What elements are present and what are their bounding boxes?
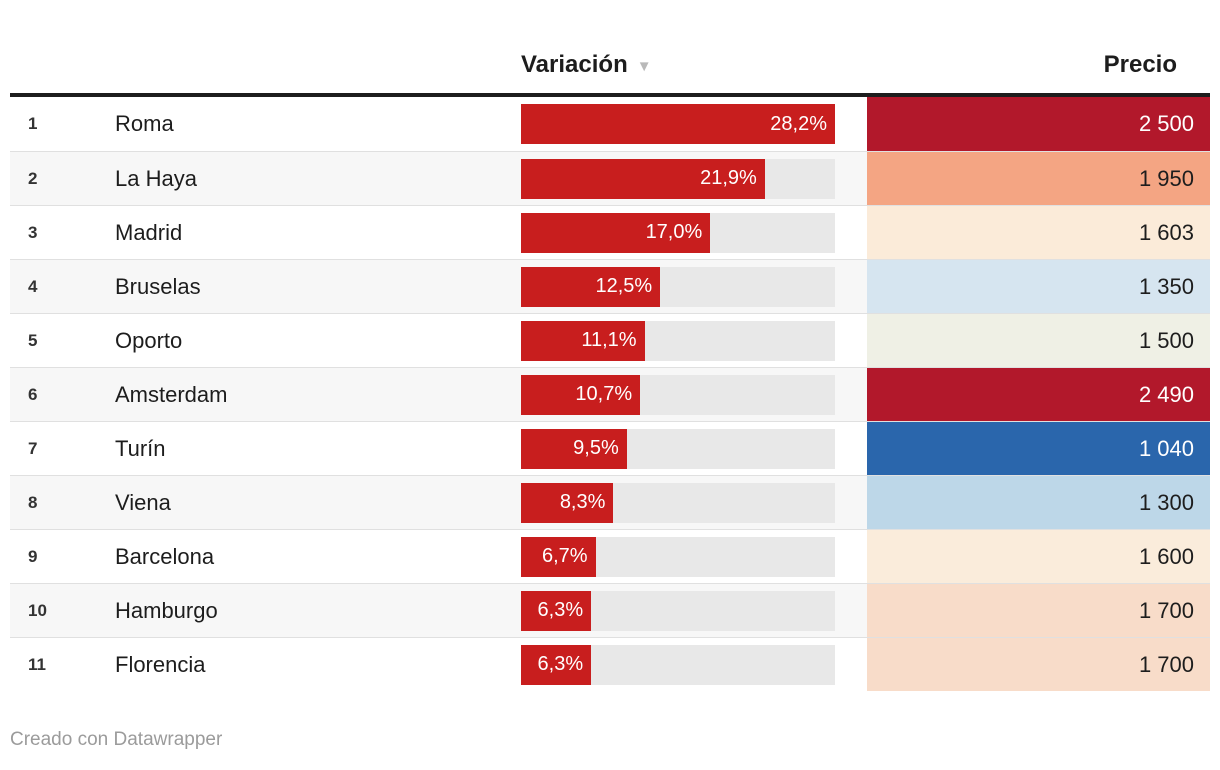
variation-bar-cell: 6,3% (521, 584, 835, 637)
city-cell: Viena (115, 489, 171, 515)
bar-track: 17,0% (521, 212, 835, 253)
table-row: 2 La Haya 21,9% 1 950 (10, 151, 1210, 205)
price-cell: 2 500 (867, 97, 1210, 151)
sort-desc-icon[interactable]: ▼ (636, 57, 652, 75)
bar-track: 12,5% (521, 266, 835, 307)
table-row: 10 Hamburgo 6,3% 1 700 (10, 583, 1210, 637)
column-header-price[interactable]: Precio (1103, 51, 1177, 78)
variation-bar: 9,5% (521, 428, 627, 469)
bar-track: 6,3% (521, 590, 835, 631)
rank-cell: 1 (28, 114, 38, 133)
city-cell: Roma (115, 111, 174, 136)
variation-value-label: 10,7% (575, 383, 633, 405)
variation-value-label: 17,0% (645, 221, 703, 243)
price-cell: 1 350 (867, 260, 1210, 313)
bar-track: 11,1% (521, 320, 835, 361)
variation-header-label: Variación (521, 51, 628, 78)
bar-track: 21,9% (521, 158, 835, 199)
variation-value-label: 28,2% (770, 112, 827, 135)
variation-bar-cell: 21,9% (521, 152, 835, 205)
variation-value-label: 8,3% (559, 491, 606, 513)
price-cell: 1 950 (867, 152, 1210, 205)
rank-cell: 10 (28, 600, 47, 620)
city-cell: Oporto (115, 327, 183, 353)
rank-cell: 5 (28, 330, 38, 350)
table-row: 4 Bruselas 12,5% 1 350 (10, 259, 1210, 313)
price-cell: 1 603 (867, 206, 1210, 259)
price-cell: 2 490 (867, 368, 1210, 421)
attribution: Creado con Datawrapper (10, 729, 1210, 751)
variation-bar-cell: 17,0% (521, 206, 835, 259)
variation-bar: 6,3% (521, 644, 592, 685)
table-body: 1 Roma 28,2% 2 500 2 La Haya 21,9% 1 950… (10, 97, 1210, 691)
city-cell: Turín (115, 435, 166, 461)
variation-bar: 17,0% (521, 212, 711, 253)
variation-bar: 21,9% (521, 158, 765, 199)
variation-value-label: 12,5% (595, 275, 653, 297)
bar-track: 9,5% (521, 428, 835, 469)
table-row: 7 Turín 9,5% 1 040 (10, 421, 1210, 475)
table-row: 3 Madrid 17,0% 1 603 (10, 205, 1210, 259)
bar-track: 6,7% (521, 536, 835, 577)
price-cell: 1 600 (867, 530, 1210, 583)
city-cell: Madrid (115, 219, 183, 245)
column-header-variation[interactable]: Variación ▼ (521, 51, 835, 79)
variation-bar-cell: 12,5% (521, 260, 835, 313)
datawrapper-table: Variación ▼ Precio 1 Roma 28,2% 2 500 2 … (10, 0, 1210, 751)
variation-bar: 10,7% (521, 374, 641, 415)
bar-track: 10,7% (521, 374, 835, 415)
bar-track: 8,3% (521, 482, 835, 523)
variation-bar-cell: 28,2% (521, 97, 835, 151)
rank-cell: 7 (28, 438, 38, 458)
variation-bar-cell: 11,1% (521, 314, 835, 367)
variation-bar-cell: 6,7% (521, 530, 835, 583)
variation-value-label: 6,3% (537, 653, 584, 675)
table-row: 11 Florencia 6,3% 1 700 (10, 637, 1210, 691)
table-row: 9 Barcelona 6,7% 1 600 (10, 529, 1210, 583)
variation-bar: 28,2% (521, 104, 835, 144)
price-cell: 1 500 (867, 314, 1210, 367)
variation-bar: 11,1% (521, 320, 645, 361)
table-header: Variación ▼ Precio (10, 0, 1210, 97)
city-cell: Amsterdam (115, 381, 228, 407)
price-cell: 1 700 (867, 638, 1210, 691)
variation-value-label: 6,7% (542, 545, 588, 567)
variation-bar: 6,3% (521, 590, 592, 631)
variation-bar-cell: 9,5% (521, 422, 835, 475)
price-cell: 1 300 (867, 476, 1210, 529)
rank-cell: 4 (28, 276, 38, 296)
rank-cell: 2 (28, 168, 38, 188)
city-cell: Hamburgo (115, 597, 218, 623)
variation-bar-cell: 8,3% (521, 476, 835, 529)
variation-value-label: 11,1% (581, 329, 637, 351)
rank-cell: 3 (28, 222, 38, 242)
table-row: 8 Viena 8,3% 1 300 (10, 475, 1210, 529)
table-row: 5 Oporto 11,1% 1 500 (10, 313, 1210, 367)
variation-bar: 8,3% (521, 482, 614, 523)
bar-track: 28,2% (521, 104, 835, 144)
variation-bar-cell: 6,3% (521, 638, 835, 691)
city-cell: Bruselas (115, 273, 201, 299)
rank-cell: 11 (28, 654, 46, 674)
variation-bar-cell: 10,7% (521, 368, 835, 421)
variation-value-label: 6,3% (537, 599, 584, 621)
datawrapper-credit-link[interactable]: Creado con Datawrapper (10, 729, 223, 750)
bar-track: 6,3% (521, 644, 835, 685)
price-cell: 1 040 (867, 422, 1210, 475)
rank-cell: 9 (28, 546, 38, 566)
rank-cell: 6 (28, 384, 38, 404)
city-cell: Florencia (115, 651, 206, 677)
rank-cell: 8 (28, 492, 38, 512)
table-row: 6 Amsterdam 10,7% 2 490 (10, 367, 1210, 421)
table-row: 1 Roma 28,2% 2 500 (10, 97, 1210, 151)
city-cell: La Haya (115, 165, 197, 191)
city-cell: Barcelona (115, 543, 215, 569)
variation-value-label: 9,5% (573, 437, 619, 459)
price-cell: 1 700 (867, 584, 1210, 637)
variation-bar: 12,5% (521, 266, 661, 307)
variation-bar: 6,7% (521, 536, 596, 577)
variation-value-label: 21,9% (700, 167, 757, 189)
